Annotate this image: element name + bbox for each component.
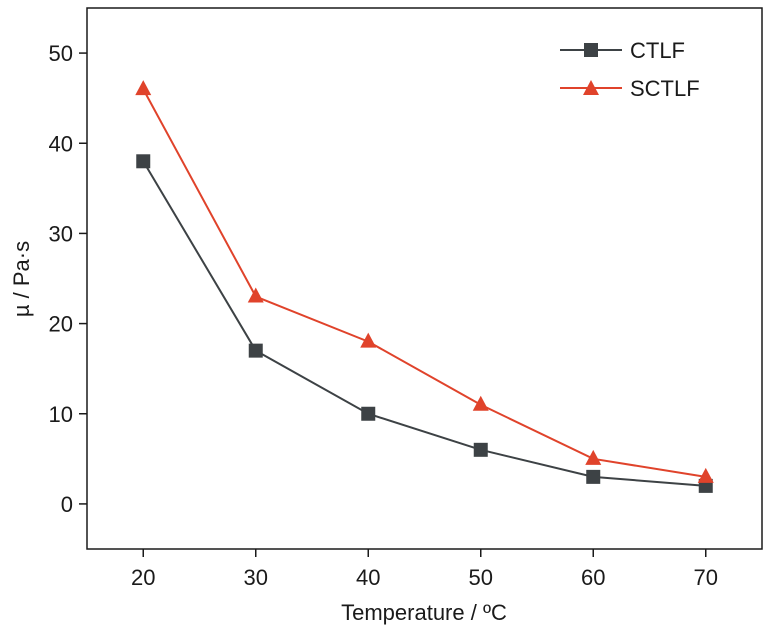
- data-point-sctlf: [360, 332, 377, 348]
- data-point-ctlf: [473, 442, 488, 457]
- data-point-sctlf: [472, 395, 489, 411]
- data-point-ctlf: [248, 343, 263, 358]
- legend-entry-ctlf: CTLF: [560, 38, 685, 63]
- data-point-sctlf: [697, 467, 714, 483]
- legend-label-ctlf: CTLF: [630, 38, 685, 63]
- legend-label-sctlf: SCTLF: [630, 76, 700, 101]
- data-point-ctlf: [136, 154, 151, 169]
- legend-entry-sctlf: SCTLF: [560, 76, 700, 101]
- legend: CTLF SCTLF: [560, 38, 700, 101]
- plot-frame: [86, 7, 763, 550]
- x-tick-label: 30: [244, 565, 268, 590]
- x-tick-label: 40: [356, 565, 380, 590]
- series-line-ctlf: [142, 160, 706, 487]
- series-line-sctlf: [142, 88, 706, 478]
- data-point-sctlf: [135, 80, 152, 96]
- y-axis-title: µ / Pa·s: [9, 241, 34, 317]
- legend-marker-sctlf: [583, 80, 599, 95]
- y-tick-label: 20: [49, 312, 73, 337]
- x-tick-label: 50: [469, 565, 493, 590]
- x-tick-label: 70: [694, 565, 718, 590]
- plot-area: [135, 80, 714, 493]
- x-axis-title: Temperature / ºC: [341, 600, 507, 625]
- y-tick-label: 40: [49, 131, 73, 156]
- legend-marker-ctlf: [584, 43, 598, 57]
- y-tick-label: 50: [49, 41, 73, 66]
- x-tick-label: 20: [131, 565, 155, 590]
- y-tick-label: 30: [49, 221, 73, 246]
- data-point-sctlf: [585, 449, 602, 465]
- x-tick-label: 60: [581, 565, 605, 590]
- data-point-ctlf: [361, 406, 376, 421]
- y-tick-label: 10: [49, 402, 73, 427]
- data-point-ctlf: [586, 469, 601, 484]
- y-tick-label: 0: [61, 492, 73, 517]
- axes: 20 30 40 50 60 70 0 10 20 30 40 50: [49, 7, 763, 590]
- data-point-sctlf: [247, 287, 264, 303]
